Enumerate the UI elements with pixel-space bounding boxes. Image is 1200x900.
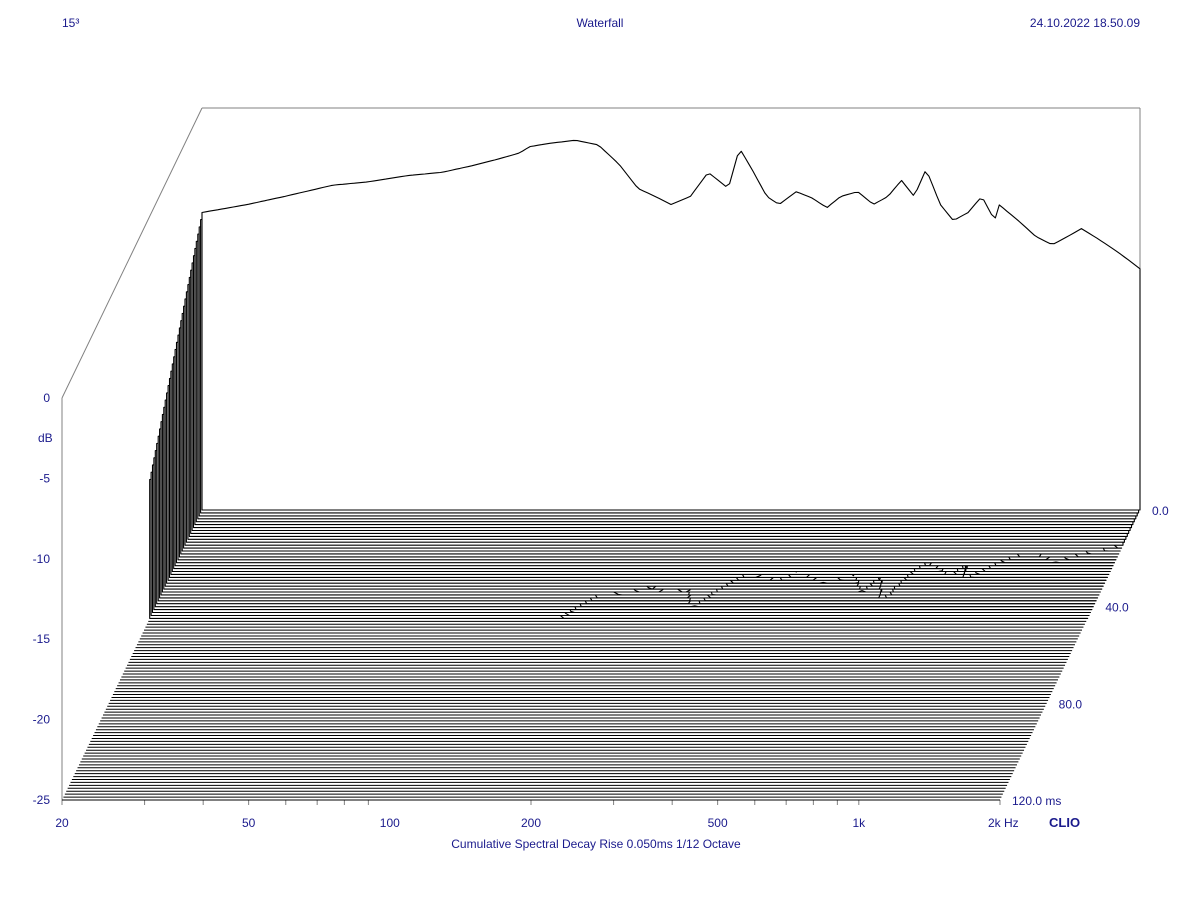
- z-tick-label: 120.0 ms: [1012, 794, 1061, 808]
- z-tick-label: 40.0: [1105, 601, 1129, 615]
- x-tick-label: 100: [380, 816, 400, 830]
- chart-caption: Cumulative Spectral Decay Rise 0.050ms 1…: [451, 837, 741, 851]
- y-axis-label: dB: [38, 431, 53, 445]
- y-tick-label: -25: [33, 793, 51, 807]
- x-tick-label: 200: [521, 816, 541, 830]
- x-tick-label: 20: [55, 816, 69, 830]
- y-tick-label: -5: [39, 471, 50, 485]
- z-tick-label: 0.0: [1152, 504, 1169, 518]
- x-tick-label: 2k Hz: [988, 816, 1019, 830]
- x-tick-label: 1k: [852, 816, 866, 830]
- decay-slices: [149, 139, 1141, 619]
- y-tick-label: -15: [33, 632, 51, 646]
- x-tick-label: 500: [708, 816, 728, 830]
- header-left-label: 15³: [62, 16, 79, 30]
- decay-slice: [201, 139, 1141, 511]
- chart-title: Waterfall: [577, 16, 624, 30]
- x-tick-label: 50: [242, 816, 256, 830]
- brand-logo: CLIO: [1049, 815, 1080, 830]
- axis-labels: 15³ Waterfall 24.10.2022 18.50.09 dB Cum…: [33, 16, 1169, 851]
- y-tick-label: -20: [33, 713, 51, 727]
- timestamp: 24.10.2022 18.50.09: [1030, 16, 1140, 30]
- y-tick-label: -10: [33, 552, 51, 566]
- z-tick-label: 80.0: [1059, 697, 1083, 711]
- frame-line: [61, 107, 203, 399]
- y-tick-label: 0: [43, 391, 50, 405]
